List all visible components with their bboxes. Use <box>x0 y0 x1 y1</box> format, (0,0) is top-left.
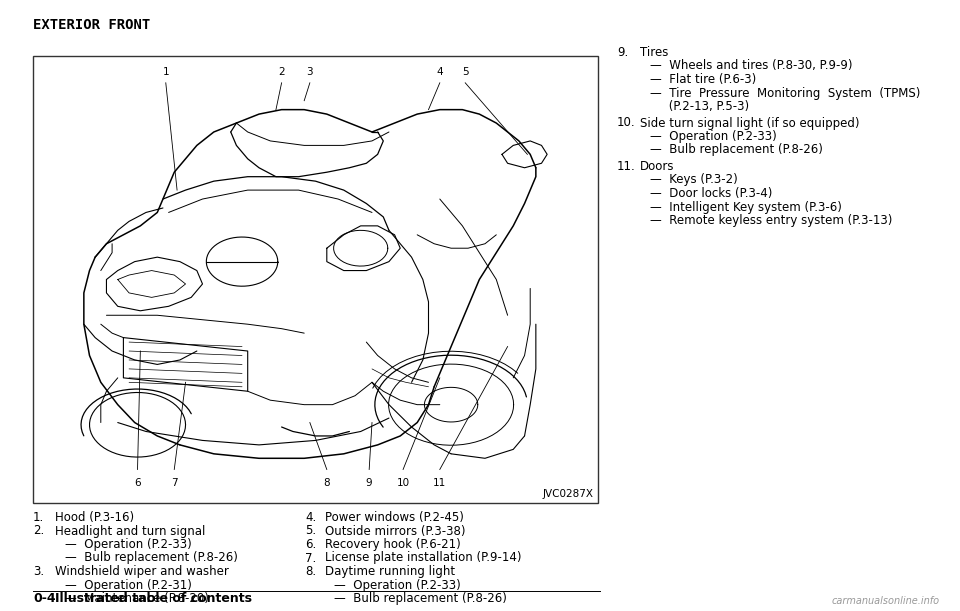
Text: 4: 4 <box>437 67 444 76</box>
Text: 3: 3 <box>306 67 313 76</box>
Text: Hood (P.3-16): Hood (P.3-16) <box>55 511 134 524</box>
Text: Doors: Doors <box>640 160 675 173</box>
Text: 8.: 8. <box>305 565 316 578</box>
Text: 4.: 4. <box>305 511 316 524</box>
Text: 2: 2 <box>278 67 285 76</box>
Text: carmanualsonline.info: carmanualsonline.info <box>832 596 940 606</box>
Text: —  Operation (P.2-33): — Operation (P.2-33) <box>650 130 777 143</box>
Text: 10: 10 <box>396 478 410 488</box>
Text: —  Wheels and tires (P.8-30, P.9-9): — Wheels and tires (P.8-30, P.9-9) <box>650 59 852 73</box>
Text: —  Maintenance (P.8-20): — Maintenance (P.8-20) <box>65 592 209 605</box>
Text: 1.: 1. <box>33 511 44 524</box>
Text: —  Flat tire (P.6-3): — Flat tire (P.6-3) <box>650 73 756 86</box>
Text: 8: 8 <box>324 478 330 488</box>
Text: —  Bulb replacement (P.8-26): — Bulb replacement (P.8-26) <box>334 592 507 605</box>
Text: —  Remote keyless entry system (P.3-13): — Remote keyless entry system (P.3-13) <box>650 214 893 227</box>
Text: JVC0287X: JVC0287X <box>543 489 594 499</box>
Text: Outside mirrors (P.3-38): Outside mirrors (P.3-38) <box>325 524 466 538</box>
Text: Windshield wiper and washer: Windshield wiper and washer <box>55 565 228 578</box>
Text: 11.: 11. <box>617 160 636 173</box>
Text: 2.: 2. <box>33 524 44 538</box>
Text: 9: 9 <box>366 478 372 488</box>
Text: Power windows (P.2-45): Power windows (P.2-45) <box>325 511 464 524</box>
Text: 3.: 3. <box>33 565 44 578</box>
Bar <box>33 56 598 503</box>
Text: —  Bulb replacement (P.8-26): — Bulb replacement (P.8-26) <box>65 552 238 565</box>
Text: —  Tire  Pressure  Monitoring  System  (TPMS): — Tire Pressure Monitoring System (TPMS) <box>650 87 921 100</box>
Text: Recovery hook (P.6-21): Recovery hook (P.6-21) <box>325 538 461 551</box>
Text: —  Operation (P.2-33): — Operation (P.2-33) <box>334 579 461 591</box>
Text: 7.: 7. <box>305 552 316 565</box>
Text: 7: 7 <box>171 478 178 488</box>
Text: 6.: 6. <box>305 538 316 551</box>
Text: —  Bulb replacement (P.8-26): — Bulb replacement (P.8-26) <box>650 144 823 156</box>
Text: License plate installation (P.9-14): License plate installation (P.9-14) <box>325 552 521 565</box>
Text: —  Operation (P.2-31): — Operation (P.2-31) <box>65 579 192 591</box>
Text: 5: 5 <box>462 67 468 76</box>
Text: Headlight and turn signal: Headlight and turn signal <box>55 524 205 538</box>
Text: Illustrated table of contents: Illustrated table of contents <box>55 591 252 604</box>
Text: Side turn signal light (if so equipped): Side turn signal light (if so equipped) <box>640 117 859 130</box>
Text: EXTERIOR FRONT: EXTERIOR FRONT <box>33 18 151 32</box>
Text: Daytime running light: Daytime running light <box>325 565 455 578</box>
Text: 5.: 5. <box>305 524 316 538</box>
Text: 11: 11 <box>433 478 446 488</box>
Text: 10.: 10. <box>617 117 636 130</box>
Text: 1: 1 <box>162 67 169 76</box>
Text: —  Operation (P.2-33): — Operation (P.2-33) <box>65 538 192 551</box>
Text: 6: 6 <box>134 478 141 488</box>
Text: (P.2-13, P.5-3): (P.2-13, P.5-3) <box>650 100 749 113</box>
Text: —  Door locks (P.3-4): — Door locks (P.3-4) <box>650 187 773 200</box>
Text: 0-4: 0-4 <box>33 591 56 604</box>
Text: —  Keys (P.3-2): — Keys (P.3-2) <box>650 174 737 186</box>
Text: Tires: Tires <box>640 46 668 59</box>
Text: —  Intelligent Key system (P.3-6): — Intelligent Key system (P.3-6) <box>650 200 842 213</box>
Text: 9.: 9. <box>617 46 628 59</box>
